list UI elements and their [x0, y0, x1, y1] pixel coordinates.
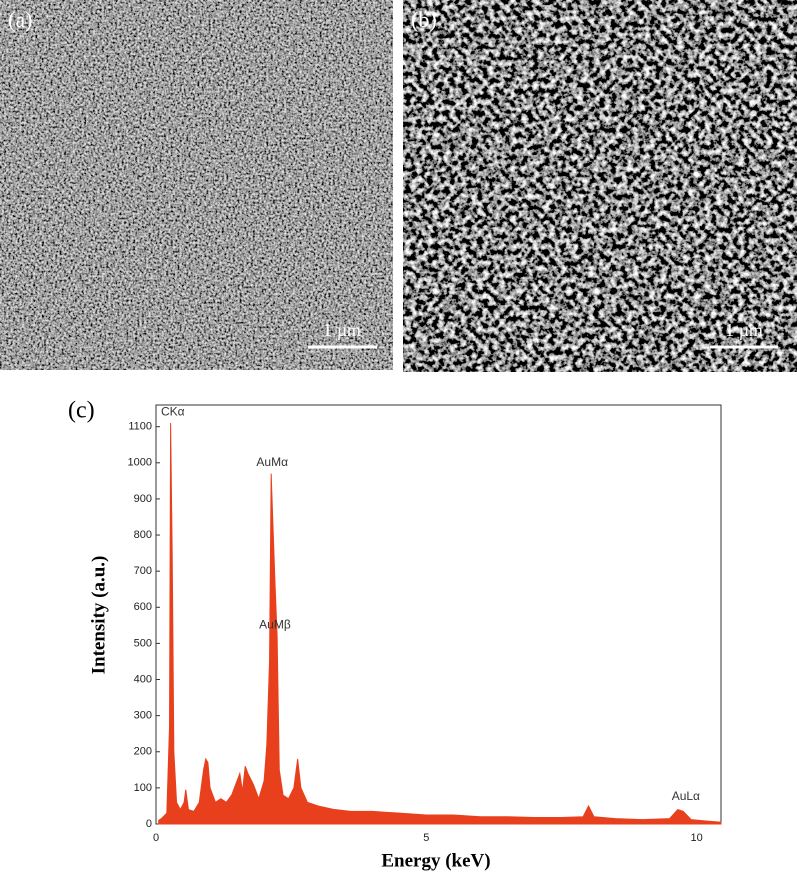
- y-tick-label: 400: [134, 673, 152, 685]
- panel-label: (c): [68, 398, 95, 424]
- scale-bar-label: 1 µm: [323, 320, 361, 340]
- y-tick-label: 300: [134, 710, 152, 722]
- y-tick-label: 0: [146, 818, 152, 830]
- y-axis-title: Intensity (a.u.): [88, 556, 109, 675]
- y-tick-label: 1100: [128, 421, 152, 433]
- sem-image-b: [403, 0, 797, 372]
- peak-label: AuLα: [672, 789, 700, 803]
- spectrum: [158, 423, 722, 825]
- y-tick-label: 100: [134, 782, 152, 794]
- peak-label: AuMβ: [259, 618, 291, 632]
- peak-label: AuMα: [256, 455, 288, 469]
- peak-label: CKα: [161, 404, 185, 418]
- y-tick-label: 800: [134, 529, 152, 541]
- x-tick-label: 0: [153, 832, 159, 844]
- x-tick-label: 10: [691, 832, 703, 844]
- panel-label: (b): [411, 7, 437, 32]
- y-tick-label: 500: [134, 637, 152, 649]
- y-tick-label: 900: [134, 493, 152, 505]
- x-tick-label: 5: [423, 832, 429, 844]
- scale-bar-label: 1 µm: [725, 320, 763, 340]
- sem-image-a: [0, 0, 393, 370]
- y-tick-label: 1000: [128, 457, 152, 469]
- y-tick-label: 600: [134, 601, 152, 613]
- panel-label: (a): [8, 7, 32, 32]
- y-tick-label: 200: [134, 746, 152, 758]
- plot-frame: [155, 404, 722, 825]
- y-tick-label: 700: [134, 565, 152, 577]
- x-axis-title: Energy (keV): [381, 850, 490, 871]
